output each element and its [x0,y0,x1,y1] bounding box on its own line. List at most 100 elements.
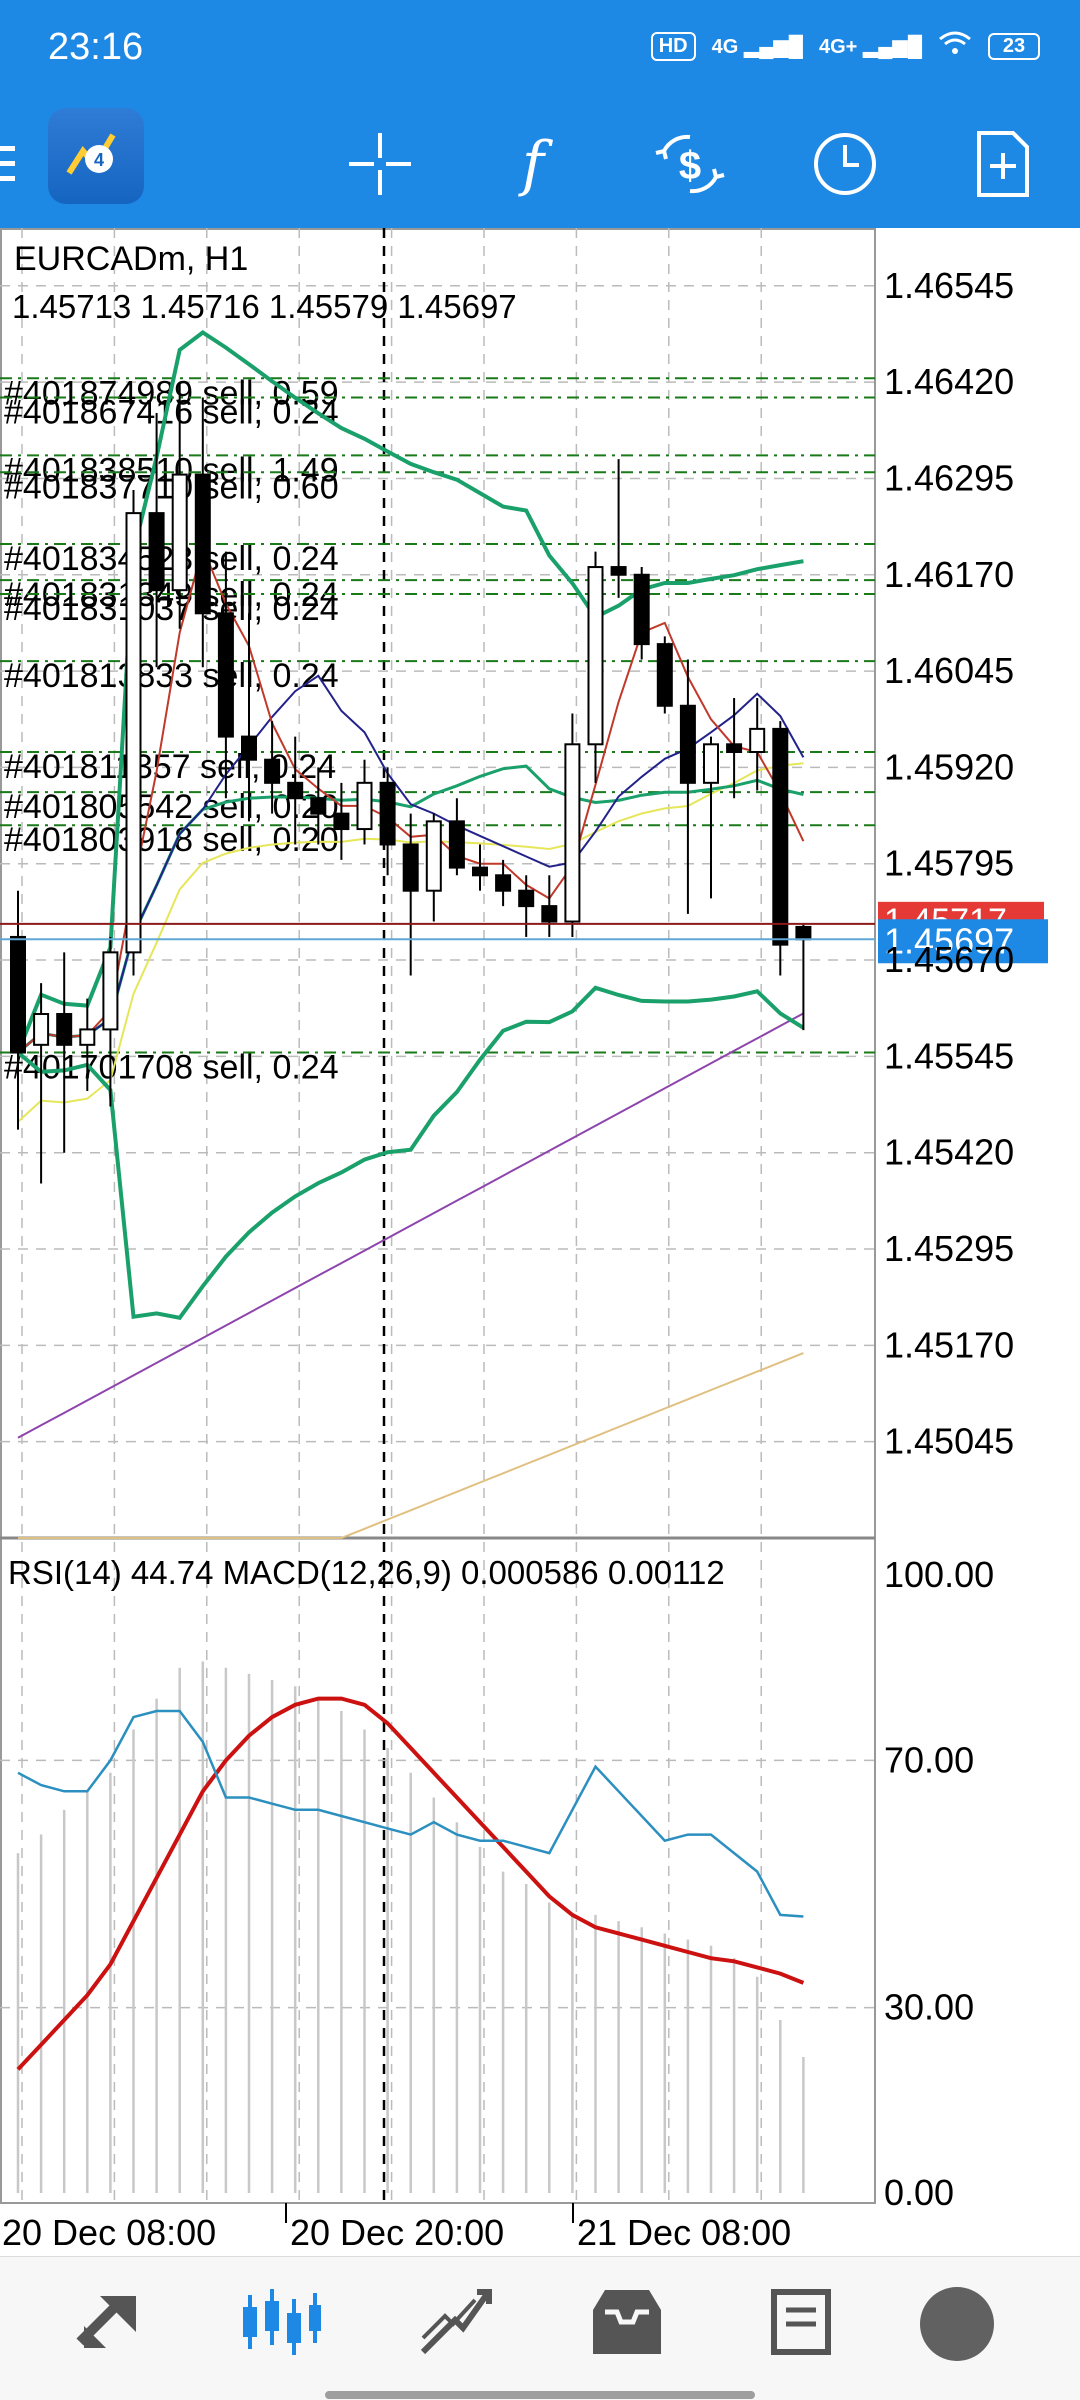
ma-purple-line [17,1012,804,1439]
nav-quotes-icon[interactable] [50,2267,170,2377]
price-axis-label: 1.46420 [884,361,1014,402]
crosshair-icon[interactable] [325,100,435,228]
price-axis-label: 1.45170 [884,1324,1014,1365]
price-axis-label: 1.46545 [884,265,1014,306]
price-axis-label: 1.45795 [884,843,1014,884]
price-axis-label: 1.45670 [884,939,1014,980]
bear-candle [518,889,535,908]
candlesticks [10,382,812,1184]
ohlc-label: 1.45713 1.45716 1.45579 1.45697 [12,288,517,325]
bull-candle [125,512,142,954]
order-label: #401701708 sell, 0.24 [4,1049,339,1087]
bull-candle [79,1028,96,1046]
bull-candle [102,951,119,1031]
bull-candle [356,781,373,831]
status-time: 23:16 [48,26,144,68]
bull-candle [703,743,719,784]
trade-icon[interactable]: $ [635,100,745,228]
bottom-nav [0,2256,1080,2400]
order-label: #401813833 sell, 0.24 [4,657,339,695]
bear-candle [679,704,696,784]
bull-candle [749,727,766,754]
bear-candle [656,643,673,707]
bear-candle [379,781,396,846]
order-label: #401834523 sell, 0.24 [4,540,339,578]
watermark-avatar [920,2287,994,2361]
price-axis-label: 1.45920 [884,746,1014,787]
rsi-line [17,1709,804,1918]
nav-chart-icon[interactable] [220,2267,340,2377]
bull-candle [587,566,604,746]
bid-price-label: 1.45697 [884,920,1014,961]
signal-4g-icon: 4G ▂▄▆█ [711,35,803,58]
status-bar: 23:16 HD 4G ▂▄▆█ 4G+ ▂▄▆█ 23 [0,0,1080,100]
price-chart[interactable]: #401874989 sell, 0.59#401867416 sell, 0.… [0,228,1080,2256]
ma-tan-line [18,1352,804,1539]
svg-text:4: 4 [94,150,104,170]
bear-candle [726,743,743,754]
chart-frame [0,228,876,2204]
bear-candle [10,935,26,1054]
bear-candle [287,781,304,800]
indicator-axis-label: 0.00 [884,2172,954,2213]
price-axis-label: 1.45420 [884,1132,1014,1173]
wifi-icon [938,30,972,62]
bear-candle [148,512,165,592]
bid-price-box [878,919,1048,964]
order-label: #401831037 sell, 0.24 [4,590,339,628]
order-label: #401867416 sell, 0.24 [4,394,339,432]
bear-candle [194,473,211,615]
price-axis-label: 1.45295 [884,1228,1014,1269]
bear-candle [448,820,465,869]
new-order-icon[interactable] [948,100,1058,228]
nav-trade-icon[interactable] [395,2267,515,2377]
time-axis-label: 20 Dec 08:00 [2,2212,216,2253]
price-axis-label: 1.46170 [884,554,1014,595]
order-label: #401811357 sell, 0.24 [4,748,336,786]
bear-candle [56,1013,73,1046]
bear-candle [772,727,789,946]
price-axis-label: 1.46295 [884,457,1014,498]
chart-labels: EURCADm, H1 1.45713 1.45716 1.45579 1.45… [8,240,725,1591]
symbol-label: EURCADm, H1 [14,240,248,278]
time-axis-label: 20 Dec 20:00 [290,2212,504,2253]
ma-navy-line [17,674,805,1054]
indicators-icon[interactable]: f [521,129,545,199]
chart-grid [0,228,876,2204]
bear-candle [264,758,281,784]
nav-messages-icon[interactable] [740,2267,860,2377]
price-axis-label: 1.45545 [884,1035,1014,1076]
price-lines: 1.457171.45697 [0,901,1048,964]
hd-icon: HD [650,31,696,61]
order-label: #401838510 sell, 1.49 [4,451,339,489]
bull-candle [171,473,188,592]
bear-candle [402,843,419,892]
bear-candle [472,866,488,877]
indicator-window [16,1661,805,2193]
timeframe-icon[interactable] [790,100,900,228]
home-indicator[interactable] [325,2391,755,2399]
axes: 1.46545 1.46420 1.46295 1.46170 1.46045 1.459… [2,265,1014,2253]
bull-candle [564,743,581,923]
metatrader-logo[interactable]: 4 [48,108,144,204]
macd-signal-line [16,1696,805,2071]
order-label: #401805542 sell, 0.20 [4,788,339,826]
bear-candle [633,573,650,646]
bear-candle [795,925,812,941]
bear-candle [610,566,627,576]
order-label: #401837710 sell, 0.60 [4,468,339,506]
status-icons: HD 4G ▂▄▆█ 4G+ ▂▄▆█ 23 [650,30,1040,62]
battery-icon: 23 [988,32,1040,60]
bear-candle [495,874,512,892]
nav-history-icon[interactable] [567,2267,687,2377]
bear-candle [310,797,327,815]
bull-candle [33,1013,50,1046]
menu-icon[interactable] [0,100,40,228]
bollinger-lower-line [16,985,805,1321]
indicator-axis-label: 100.00 [884,1554,994,1595]
order-label: #401831349 sell, 0.24 [4,576,339,614]
indicator-label: RSI(14) 44.74 MACD(12,26,9) 0.000586 0.0… [8,1554,725,1591]
order-lines: #401874989 sell, 0.59#401867416 sell, 0.… [0,374,875,1087]
bull-candle [425,820,442,892]
bear-candle [333,812,350,831]
